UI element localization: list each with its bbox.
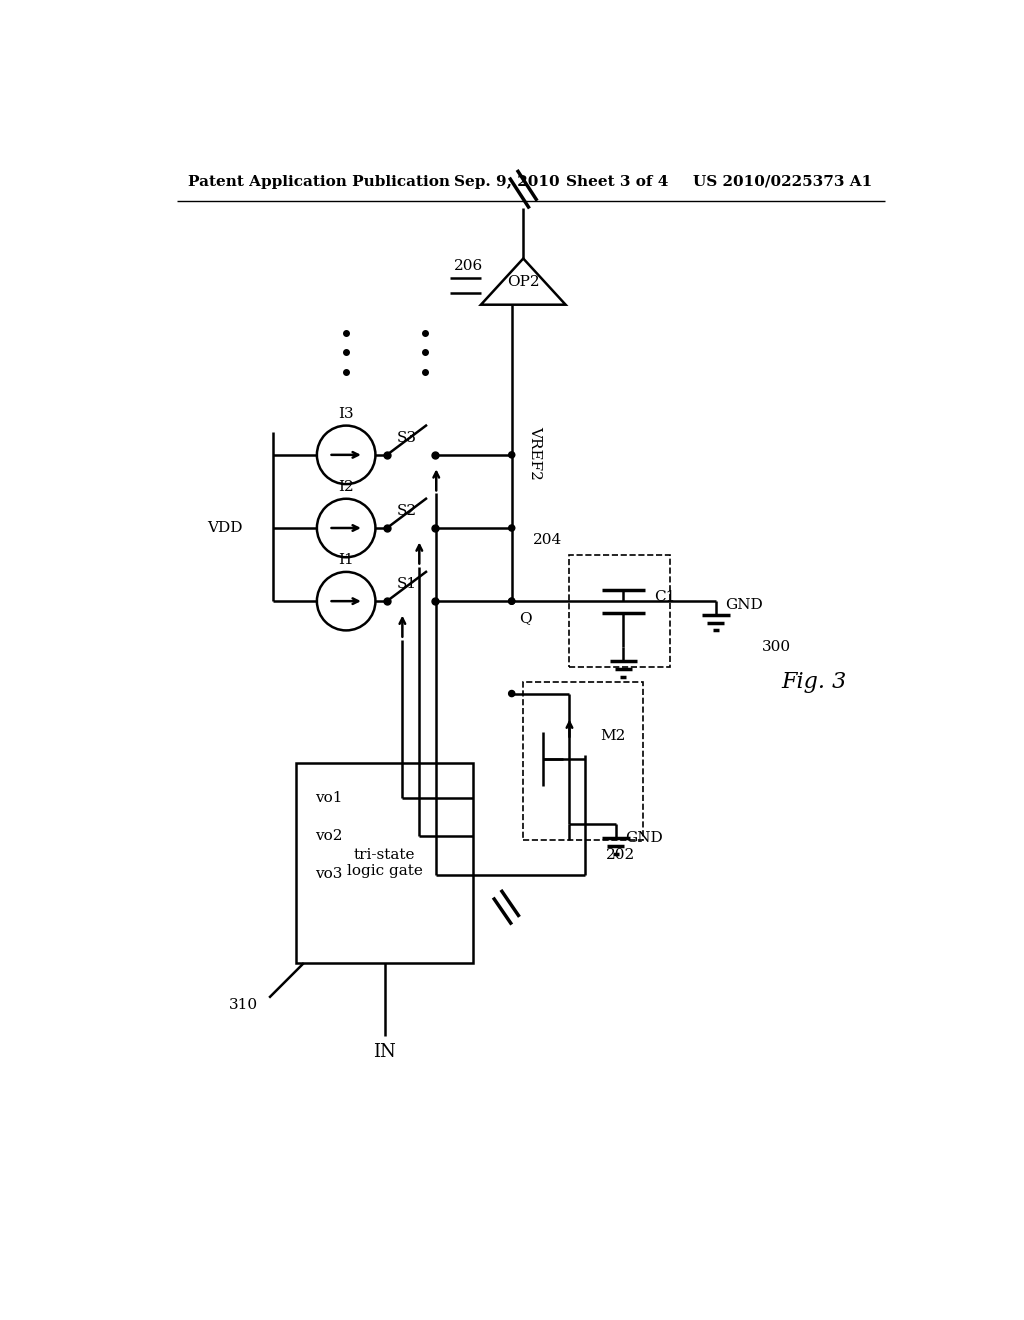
Circle shape <box>509 598 515 605</box>
Text: Sep. 9, 2010: Sep. 9, 2010 <box>454 174 559 189</box>
Circle shape <box>509 525 515 531</box>
Text: I3: I3 <box>338 407 354 421</box>
Text: 204: 204 <box>532 532 562 546</box>
Circle shape <box>509 451 515 458</box>
Circle shape <box>509 598 515 605</box>
Text: tri-state
logic gate: tri-state logic gate <box>347 847 423 878</box>
Circle shape <box>509 690 515 697</box>
Text: Q: Q <box>519 611 532 626</box>
Text: VREF2: VREF2 <box>528 426 543 480</box>
Text: S2: S2 <box>397 504 417 517</box>
Text: S1: S1 <box>397 577 417 591</box>
Text: I2: I2 <box>338 480 354 494</box>
Text: M2: M2 <box>600 729 626 743</box>
Text: IN: IN <box>374 1043 396 1060</box>
Text: 202: 202 <box>605 849 635 862</box>
Text: vo1: vo1 <box>315 791 343 804</box>
Text: GND: GND <box>625 832 663 845</box>
Text: Sheet 3 of 4: Sheet 3 of 4 <box>565 174 668 189</box>
Text: Patent Application Publication: Patent Application Publication <box>188 174 451 189</box>
Text: 310: 310 <box>228 998 258 1012</box>
Text: C1: C1 <box>654 590 676 605</box>
Text: I1: I1 <box>338 553 354 568</box>
Text: Fig. 3: Fig. 3 <box>781 671 847 693</box>
Text: 300: 300 <box>762 640 792 655</box>
Text: VDD: VDD <box>207 521 243 535</box>
Text: 206: 206 <box>454 259 483 273</box>
Text: US 2010/0225373 A1: US 2010/0225373 A1 <box>692 174 871 189</box>
Text: vo2: vo2 <box>315 829 343 843</box>
Text: vo3: vo3 <box>315 867 343 882</box>
Text: GND: GND <box>725 598 763 612</box>
Text: OP2: OP2 <box>507 275 540 289</box>
Text: S3: S3 <box>397 430 417 445</box>
